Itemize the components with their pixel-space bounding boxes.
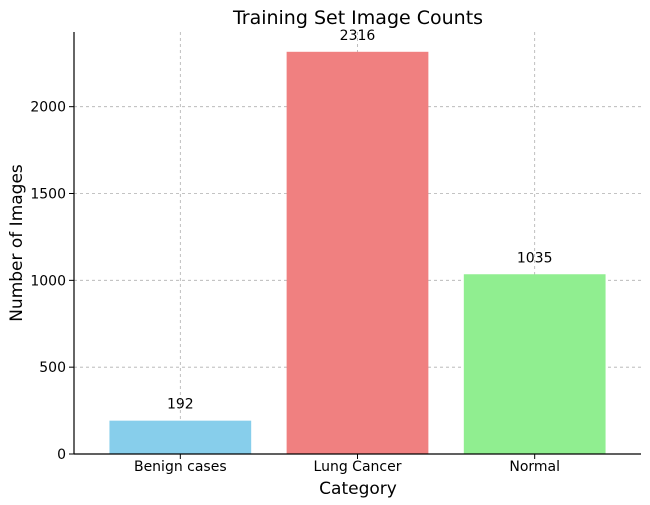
y-axis-title: Number of Images — [7, 164, 27, 322]
bar-value-label: 1035 — [517, 250, 553, 266]
y-tick-label: 2000 — [30, 100, 66, 116]
bar — [109, 420, 252, 454]
x-axis-title: Category — [319, 479, 397, 499]
bar-value-label: 2316 — [340, 28, 376, 44]
axes — [69, 32, 641, 459]
bar — [286, 51, 429, 454]
y-tick-label: 0 — [57, 447, 66, 463]
chart-title: Training Set Image Counts — [232, 7, 483, 29]
y-tick-label: 1000 — [30, 273, 66, 289]
x-tick-label: Normal — [509, 459, 560, 475]
y-tick-label: 1500 — [30, 187, 66, 203]
bar-value-label: 192 — [167, 397, 194, 413]
x-tick-label: Benign cases — [134, 459, 227, 475]
y-tick-label: 500 — [39, 360, 66, 376]
x-tick-label: Lung Cancer — [314, 459, 402, 475]
bars — [109, 51, 606, 454]
bar — [463, 274, 606, 454]
labels: 0 500 1000 1500 2000 Benign cases 192 Lung Canc… — [30, 28, 560, 475]
